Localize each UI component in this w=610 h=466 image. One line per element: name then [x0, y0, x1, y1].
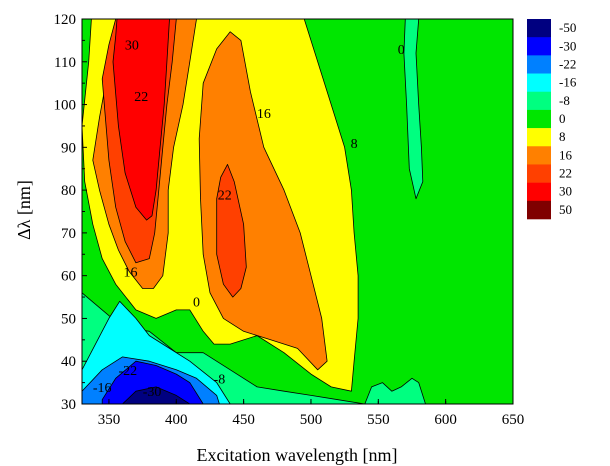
legend-swatch [527, 182, 551, 202]
legend-label: 0 [559, 111, 566, 126]
contour-label: 16 [123, 265, 137, 280]
y-tick-label: 30 [61, 397, 76, 413]
y-tick-label: 90 [61, 140, 76, 156]
x-tick-label: 500 [300, 412, 323, 428]
x-tick-label: 400 [165, 412, 188, 428]
y-tick-label: 110 [54, 55, 76, 71]
legend-label: -50 [559, 20, 576, 35]
contour-label: -16 [93, 381, 112, 396]
legend-swatch [527, 109, 551, 129]
x-tick-label: 600 [434, 412, 457, 428]
legend-swatch [527, 128, 551, 147]
contour-region-neg8 [364, 377, 426, 404]
contour-label: 0 [193, 295, 200, 310]
contour-label: 0 [398, 43, 405, 58]
legend-label: -30 [559, 38, 576, 53]
legend-swatch [527, 164, 551, 183]
contour-region-neg30 [101, 360, 204, 404]
legend-label: 8 [559, 129, 566, 144]
plot-area [82, 19, 513, 404]
y-tick-label: 60 [61, 269, 76, 285]
legend-label: -22 [559, 56, 576, 71]
legend-swatch [527, 55, 551, 74]
legend-label: -8 [559, 93, 570, 108]
y-tick-label: 40 [61, 354, 76, 370]
contour-label: -30 [143, 385, 162, 400]
legend-label: 22 [559, 166, 572, 181]
contour-region-neg50 [122, 386, 191, 404]
contour-labels: 30 22 16 8 0 22 16 0 -22 -8 -30 -16 [93, 39, 405, 400]
x-axis: 350 400 450 500 550 600 650 [98, 399, 525, 428]
contour-region-30 [112, 19, 170, 221]
y-tick-label: 100 [54, 98, 77, 114]
contour-label: 22 [134, 90, 148, 105]
x-tick-label: 350 [98, 412, 121, 428]
legend-swatch [527, 19, 551, 38]
legend-label: 30 [559, 184, 572, 199]
contour-label: -8 [214, 372, 226, 387]
legend-swatch [527, 73, 551, 93]
contour-label: 22 [218, 188, 232, 203]
x-tick-label: 550 [367, 412, 390, 428]
y-tick-label: 80 [61, 183, 76, 199]
x-axis-label: Excitation wavelength [nm] [197, 445, 398, 465]
contour-region-22 [216, 163, 247, 298]
contour-label: 30 [125, 39, 139, 54]
legend-label: 50 [559, 202, 572, 217]
legend-label: -16 [559, 75, 577, 90]
x-tick-label: 650 [502, 412, 525, 428]
y-axis-label: Δλ [nm] [14, 180, 34, 240]
contour-label: 16 [257, 107, 271, 122]
legend-label: 16 [559, 147, 573, 162]
y-axis: 30 40 50 60 70 80 90 100 110 120 [54, 12, 87, 413]
contour-label: -22 [118, 364, 137, 379]
legend-swatch [527, 37, 551, 56]
contour-region-neg8 [403, 19, 424, 200]
legend: -50 -30 -22 -16 -8 0 8 16 22 30 50 [527, 19, 577, 220]
legend-swatch [527, 91, 551, 111]
legend-swatch [527, 200, 551, 220]
y-tick-label: 70 [61, 226, 76, 242]
y-tick-label: 120 [54, 12, 77, 28]
legend-swatch [527, 146, 551, 165]
x-tick-label: 450 [232, 412, 255, 428]
y-tick-label: 50 [61, 311, 76, 327]
contour-label: 8 [351, 137, 358, 152]
